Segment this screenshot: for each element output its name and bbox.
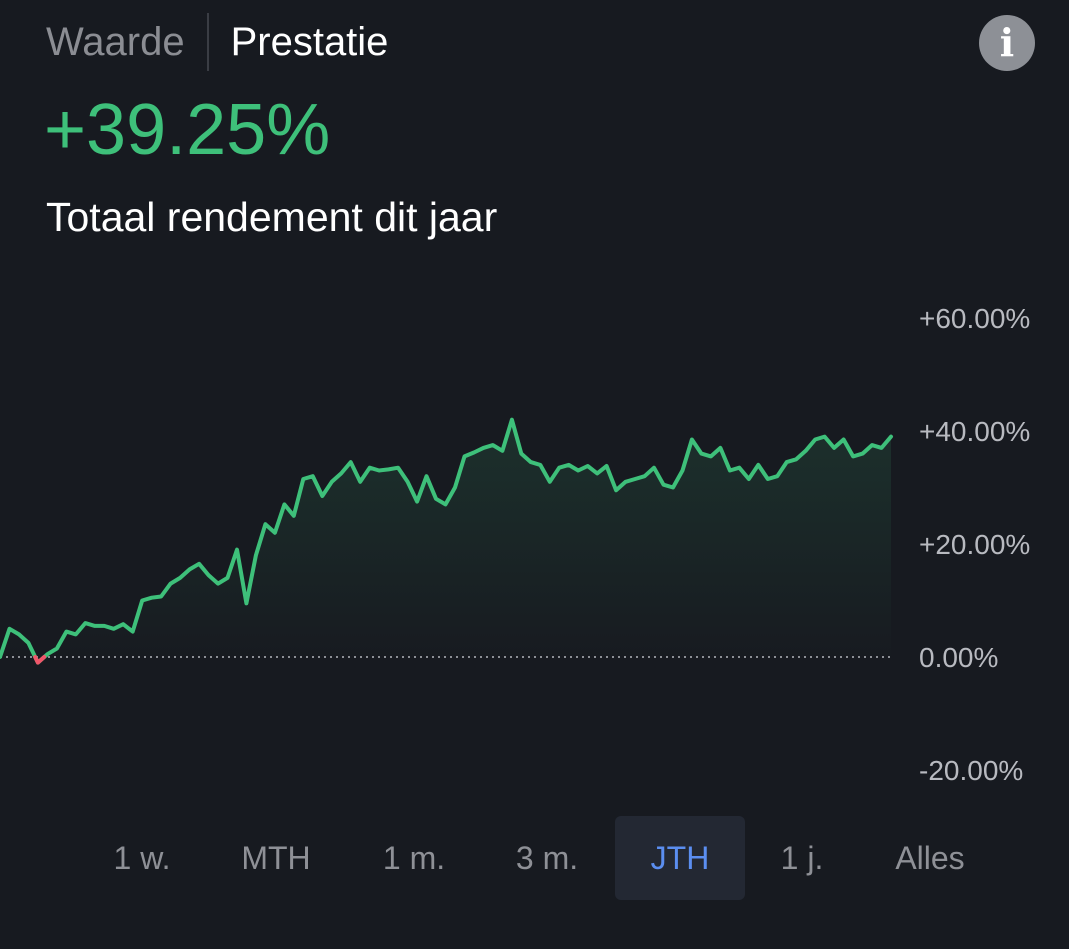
period-jth[interactable]: JTH — [615, 816, 745, 900]
y-tick-label: +40.00% — [919, 416, 1030, 447]
y-tick-label: +20.00% — [919, 529, 1030, 560]
period-1j[interactable]: 1 j. — [780, 840, 824, 876]
info-icon: i — [999, 20, 1015, 65]
period-selector: 1 w. MTH 1 m. 3 m. JTH 1 j. Alles — [0, 816, 1069, 900]
y-tick-label: 0.00% — [919, 642, 998, 673]
chart-line-negative — [33, 655, 47, 665]
tab-waarde[interactable]: Waarde — [46, 20, 185, 64]
info-button[interactable]: i — [979, 15, 1035, 71]
chart-line-positive — [0, 417, 893, 665]
period-alles[interactable]: Alles — [895, 840, 965, 876]
total-return-caption: Totaal rendement dit jaar — [46, 194, 498, 240]
tab-divider — [206, 13, 209, 71]
period-mth[interactable]: MTH — [241, 840, 311, 876]
tab-prestatie[interactable]: Prestatie — [230, 20, 389, 64]
y-tick-label: -20.00% — [919, 755, 1023, 786]
total-return-value: +39.25% — [44, 90, 331, 170]
chart-area-fill — [0, 419, 891, 663]
view-tabs: Waarde Prestatie — [46, 13, 389, 71]
period-1m[interactable]: 1 m. — [382, 840, 446, 876]
y-tick-label: +60.00% — [919, 303, 1030, 334]
performance-chart: +60.00% +40.00% +20.00% 0.00% -20.00% — [0, 303, 1030, 786]
period-1w[interactable]: 1 w. — [113, 840, 171, 876]
period-3m[interactable]: 3 m. — [515, 840, 579, 876]
y-axis-ticks: +60.00% +40.00% +20.00% 0.00% -20.00% — [919, 303, 1030, 786]
